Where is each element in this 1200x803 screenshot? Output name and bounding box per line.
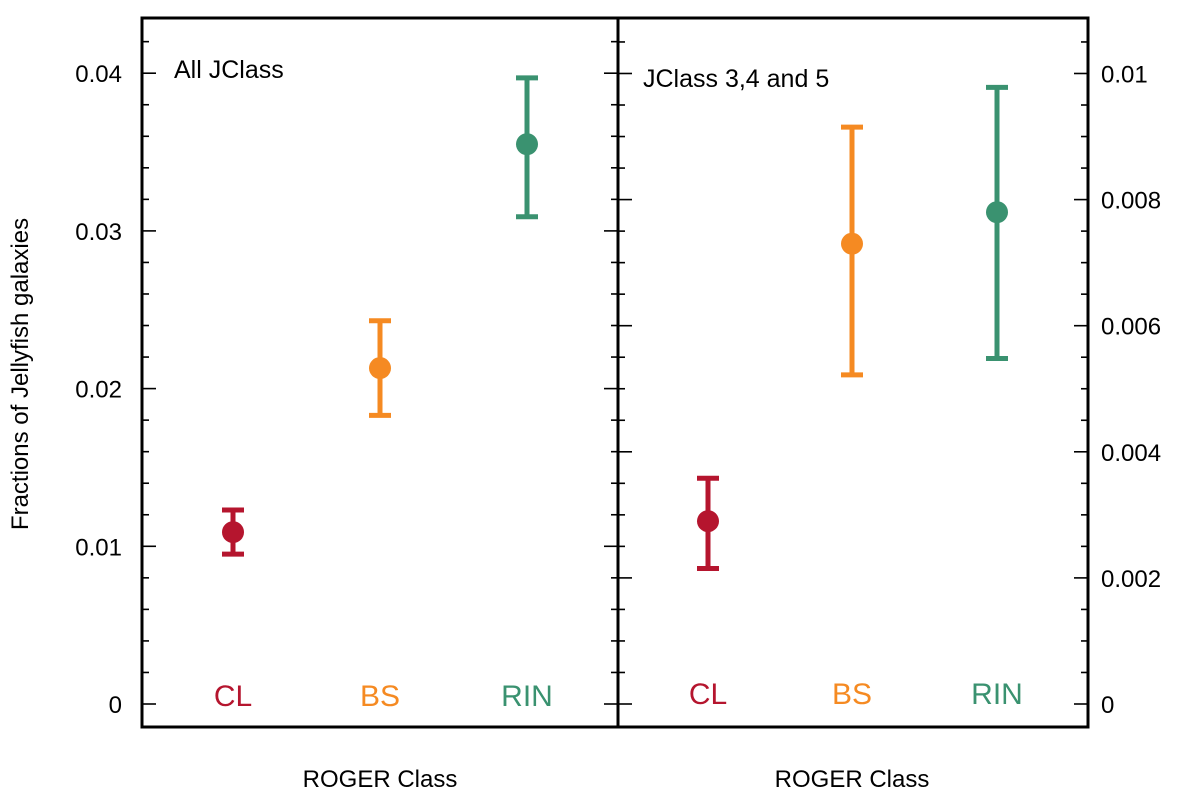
y-axis-title: Fractions of Jellyfish galaxies <box>7 218 34 530</box>
right-ytick-labels: 0 0.002 0.004 0.006 0.008 0.01 <box>1101 61 1161 719</box>
right-data-points <box>697 84 1008 571</box>
minor-ticks <box>142 40 1088 674</box>
category-label-cl: CL <box>689 678 727 711</box>
major-ticks <box>142 72 1088 705</box>
right-point-rin <box>986 201 1008 224</box>
left-point-bs <box>369 357 391 380</box>
category-label-rin: RIN <box>971 678 1023 711</box>
left-ytick-label: 0.03 <box>75 219 122 246</box>
right-ytick-label: 0.008 <box>1101 188 1161 215</box>
right-ytick-label: 0.004 <box>1101 440 1161 467</box>
right-point-cl <box>697 510 719 533</box>
left-panel-title: All JClass <box>174 56 284 84</box>
category-label-bs: BS <box>360 680 400 713</box>
left-data-points <box>222 75 538 557</box>
right-x-axis-title: ROGER Class <box>775 766 930 793</box>
right-point-bs <box>841 232 863 255</box>
left-ytick-label: 0.04 <box>75 61 122 88</box>
left-ytick-label: 0 <box>109 692 122 719</box>
category-label-cl: CL <box>214 680 252 713</box>
right-ytick-label: 0 <box>1101 692 1114 719</box>
left-ytick-labels: 0 0.01 0.02 0.03 0.04 <box>75 61 122 719</box>
left-ytick-label: 0.01 <box>75 534 122 561</box>
right-ytick-label: 0.002 <box>1101 566 1161 593</box>
category-label-rin: RIN <box>501 680 553 713</box>
right-category-labels: CL BS RIN <box>689 678 1023 711</box>
left-x-axis-title: ROGER Class <box>303 766 458 793</box>
left-category-labels: CL BS RIN <box>214 680 553 713</box>
left-point-cl <box>222 521 244 544</box>
right-ytick-label: 0.006 <box>1101 314 1161 341</box>
right-panel-frame <box>616 16 1090 729</box>
left-point-rin <box>516 133 538 156</box>
left-ytick-label: 0.02 <box>75 377 122 404</box>
right-panel-title: JClass 3,4 and 5 <box>643 65 829 93</box>
right-ytick-label: 0.01 <box>1101 61 1148 88</box>
category-label-bs: BS <box>832 678 872 711</box>
